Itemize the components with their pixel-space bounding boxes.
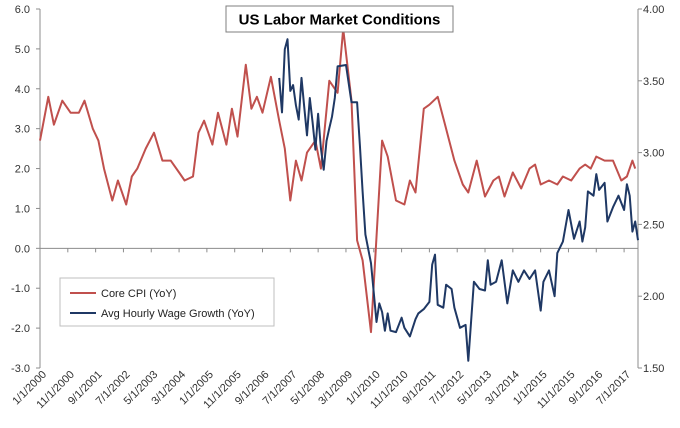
y-left-tick-label: 0.0 [15, 243, 30, 255]
y-right-tick-label: 4.00 [643, 4, 664, 16]
y-right-tick-label: 2.00 [643, 291, 664, 303]
legend-box [59, 277, 275, 327]
y-left-tick-label: 4.0 [15, 84, 30, 96]
y-left-tick-label: 3.0 [15, 124, 30, 136]
y-right-tick-label: 3.00 [643, 148, 664, 160]
y-left-tick-label: -1.0 [11, 283, 30, 295]
y-left-tick-label: 6.0 [15, 4, 30, 16]
legend-label-core-cpi: Core CPI (YoY) [101, 288, 176, 300]
y-right-tick-label: 3.50 [643, 76, 664, 88]
title-group: US Labor Market Conditions [225, 5, 454, 33]
y-left-tick-label: 2.0 [15, 164, 30, 176]
series-line-core-cpi [39, 27, 637, 334]
y-left-tick-label: 1.0 [15, 203, 30, 215]
y-right-tick-label: 2.50 [643, 219, 664, 231]
series-layer [39, 27, 639, 362]
y-left-tick-label: -2.0 [11, 323, 30, 335]
y-right-tick-label: 1.50 [643, 363, 664, 375]
y-left-tick-label: -3.0 [11, 363, 30, 375]
series-line-wage-growth [278, 38, 639, 362]
legend-label-wage-growth: Avg Hourly Wage Growth (YoY) [101, 308, 255, 320]
chart-title: US Labor Market Conditions [239, 12, 441, 29]
legend: Core CPI (YoY) Avg Hourly Wage Growth (Y… [59, 277, 275, 327]
y-left-tick-label: 5.0 [15, 44, 30, 56]
title-box [225, 5, 454, 33]
